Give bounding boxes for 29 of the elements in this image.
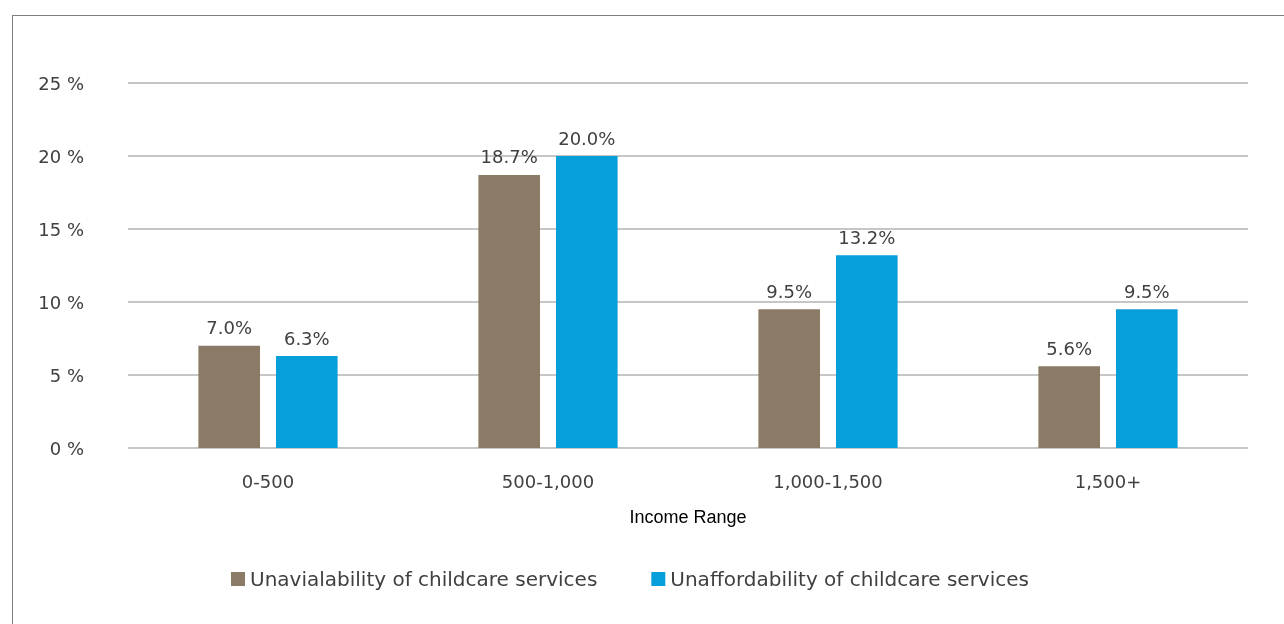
data-label: 9.5% [766,280,813,302]
bar [836,255,898,448]
bar [758,309,820,448]
data-label: 20.0% [558,127,616,149]
bar [478,174,540,448]
legend-label: Unaffordability of childcare services [670,567,1029,591]
legend-label: Unavialability of childcare services [250,567,598,591]
data-label: 18.7% [480,146,538,168]
x-axis-title: Income Range [629,507,747,527]
data-label: 5.6% [1046,337,1093,359]
bar [1038,366,1100,448]
data-label: 7.0% [206,317,253,339]
x-tick-label: 1,500+ [1074,470,1142,492]
y-tick-label: 20 % [38,145,84,167]
bar [1116,309,1178,448]
y-tick-label: 0 % [49,437,84,459]
bar [198,345,260,448]
y-tick-label: 25 % [38,72,84,94]
y-tick-label: 10 % [38,291,84,313]
data-label: 9.5% [1123,280,1170,302]
x-tick-label: 1,000-1,500 [773,470,883,492]
y-tick-label: 5 % [49,364,84,386]
bar [276,356,338,448]
data-label: 13.2% [838,226,896,248]
x-tick-label: 0-500 [241,470,295,492]
data-label: 6.3% [283,327,330,349]
y-tick-label: 15 % [38,218,84,240]
bar [556,156,618,448]
x-tick-label: 500-1,000 [501,470,595,492]
